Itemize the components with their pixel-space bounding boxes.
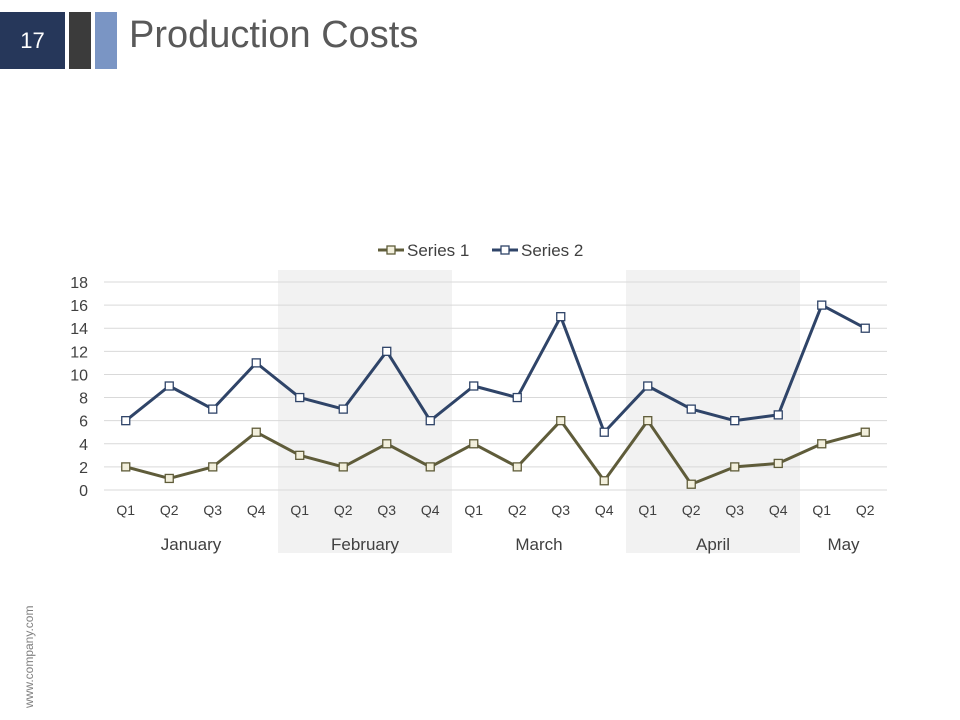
data-point xyxy=(425,462,435,472)
x-tick-label: Q1 xyxy=(812,502,831,518)
data-point xyxy=(643,381,653,391)
legend-label: Series 2 xyxy=(521,241,583,260)
x-tick-label: Q1 xyxy=(638,502,657,518)
data-point xyxy=(556,312,566,322)
header-accent-light xyxy=(95,12,117,69)
x-tick-label: Q1 xyxy=(464,502,483,518)
x-tick-label: Q3 xyxy=(551,502,570,518)
y-tick-label: 10 xyxy=(70,367,88,384)
header-accent-dark xyxy=(69,12,91,69)
legend-marker-2 xyxy=(500,245,510,255)
y-tick-label: 12 xyxy=(70,344,88,361)
x-tick-label: Q3 xyxy=(203,502,222,518)
y-tick-label: 4 xyxy=(79,437,88,454)
x-tick-label: Q2 xyxy=(334,502,353,518)
y-tick-label: 18 xyxy=(70,275,88,292)
series-line-2 xyxy=(124,303,866,434)
page-title: Production Costs xyxy=(129,14,419,56)
data-point xyxy=(599,476,609,486)
data-point xyxy=(251,427,261,437)
data-point xyxy=(817,300,827,310)
x-tick-label: Q2 xyxy=(508,502,527,518)
data-point xyxy=(208,462,218,472)
x-tick-label: Q1 xyxy=(116,502,135,518)
x-tick-label: Q3 xyxy=(377,502,396,518)
data-point xyxy=(251,358,261,368)
data-point xyxy=(338,404,348,414)
legend-label: Series 1 xyxy=(407,241,469,260)
group-label: March xyxy=(515,535,562,554)
data-point xyxy=(469,381,479,391)
data-point xyxy=(164,381,174,391)
data-point xyxy=(860,323,870,333)
data-point xyxy=(556,416,566,426)
data-point xyxy=(208,404,218,414)
slide-number: 17 xyxy=(0,12,65,69)
data-point xyxy=(164,473,174,484)
x-tick-label: Q4 xyxy=(769,502,788,518)
y-tick-label: 2 xyxy=(79,460,88,477)
data-point xyxy=(773,410,783,420)
group-band-3 xyxy=(626,270,800,553)
data-point xyxy=(382,439,392,449)
data-point xyxy=(295,450,305,460)
y-tick-label: 8 xyxy=(79,391,88,408)
group-label: January xyxy=(161,535,222,554)
x-tick-label: Q2 xyxy=(682,502,701,518)
data-point xyxy=(338,462,348,472)
data-point xyxy=(730,416,740,426)
x-tick-label: Q4 xyxy=(421,502,440,518)
data-point xyxy=(817,439,827,449)
data-point xyxy=(773,458,783,469)
x-tick-label: Q1 xyxy=(290,502,309,518)
data-point xyxy=(382,346,392,356)
y-tick-label: 6 xyxy=(79,414,88,431)
x-tick-label: Q2 xyxy=(856,502,875,518)
data-point xyxy=(686,479,696,489)
data-point xyxy=(599,427,609,437)
data-point xyxy=(512,462,522,472)
data-point xyxy=(425,416,435,426)
data-point xyxy=(730,462,740,472)
data-point xyxy=(121,416,131,426)
data-point xyxy=(512,392,522,403)
legend-marker-1 xyxy=(386,245,396,255)
group-label: February xyxy=(331,535,400,554)
data-point xyxy=(295,392,305,403)
data-point xyxy=(686,404,696,414)
group-label: April xyxy=(696,535,730,554)
group-label: May xyxy=(827,535,860,554)
x-tick-label: Q4 xyxy=(595,502,614,518)
data-point xyxy=(121,462,131,472)
data-point xyxy=(469,439,479,449)
y-tick-label: 14 xyxy=(70,321,88,338)
x-tick-label: Q2 xyxy=(160,502,179,518)
x-tick-label: Q4 xyxy=(247,502,266,518)
y-tick-label: 0 xyxy=(79,483,88,500)
data-point xyxy=(643,416,653,426)
data-point xyxy=(860,427,870,437)
y-tick-label: 16 xyxy=(70,298,88,315)
x-tick-label: Q3 xyxy=(725,502,744,518)
series-line-1 xyxy=(125,419,866,486)
